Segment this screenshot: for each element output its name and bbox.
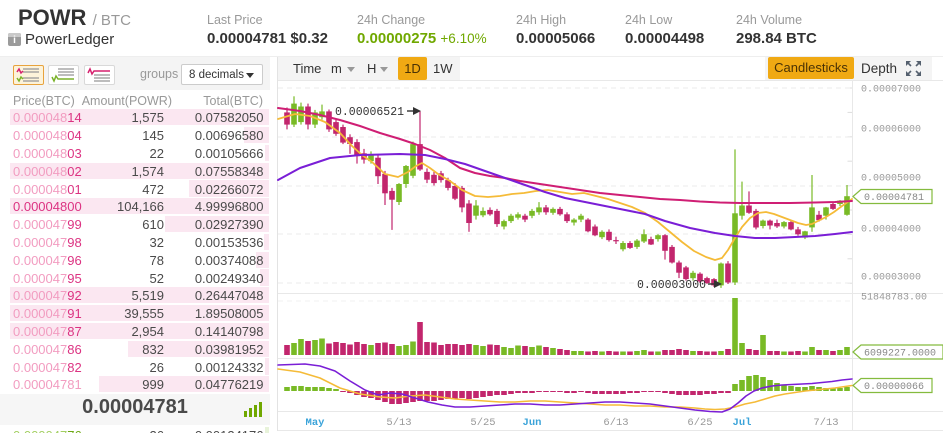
svg-text:Jul: Jul (733, 417, 752, 429)
svg-text:0.00006000: 0.00006000 (861, 125, 921, 136)
svg-text:Jun: Jun (523, 417, 542, 429)
svg-text:0.00003000: 0.00003000 (637, 279, 706, 292)
svg-text:May: May (306, 417, 326, 429)
svg-text:5/25: 5/25 (470, 417, 495, 429)
svg-text:6/25: 6/25 (687, 417, 712, 429)
svg-text:5/13: 5/13 (386, 417, 411, 429)
svg-text:0.00004781: 0.00004781 (864, 193, 924, 204)
svg-text:0.00004000: 0.00004000 (861, 225, 921, 236)
svg-text:0.00006521: 0.00006521 (335, 106, 404, 119)
svg-text:0.00005000: 0.00005000 (861, 174, 921, 185)
svg-text:0.00000066: 0.00000066 (864, 382, 924, 393)
svg-text:6/13: 6/13 (603, 417, 628, 429)
svg-text:6099227.0000: 6099227.0000 (864, 349, 936, 360)
svg-text:0.00007000: 0.00007000 (861, 85, 921, 96)
svg-text:7/13: 7/13 (813, 417, 838, 429)
svg-text:0.00003000: 0.00003000 (861, 273, 921, 284)
svg-text:51848783.00: 51848783.00 (861, 293, 927, 304)
